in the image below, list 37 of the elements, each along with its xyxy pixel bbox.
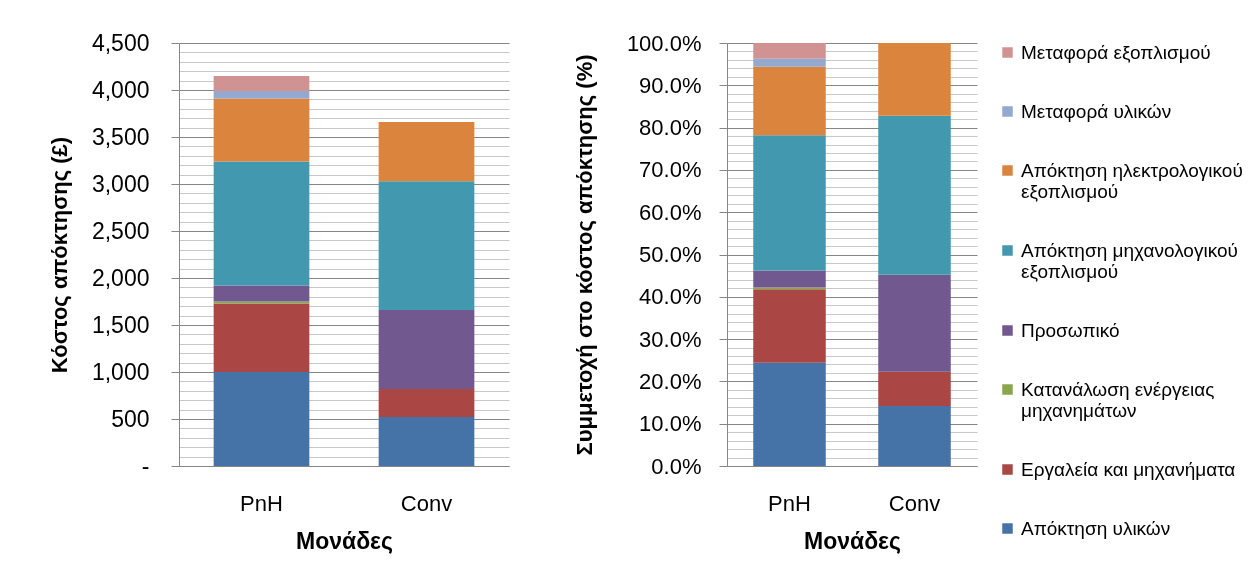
y-tick-label: 0.0% bbox=[651, 453, 702, 479]
y-tick-label: 40.0% bbox=[639, 284, 702, 310]
y-tick-label: 90.0% bbox=[639, 72, 702, 98]
legend-label: Κατανάλωση ενέργειας μηχανημάτων bbox=[1021, 378, 1215, 421]
y-tick-label: 4,500 bbox=[91, 29, 150, 56]
y-tick-label: 60.0% bbox=[639, 199, 702, 225]
y-tick-label: 4,000 bbox=[91, 76, 150, 103]
y-tick-label: 30.0% bbox=[639, 326, 702, 352]
y-tick-label: 100.0% bbox=[626, 30, 702, 56]
x-axis-title: Μονάδες bbox=[296, 527, 394, 554]
legend-label: Απόκτηση μηχανολογικού εξοπλισμού bbox=[1021, 239, 1238, 282]
y-tick-label: 500 bbox=[111, 405, 150, 432]
y-axis-title: Κόστος απόκτησης (£) bbox=[46, 136, 72, 374]
y-tick-label: 1,500 bbox=[91, 311, 150, 338]
y-tick-label: 3,500 bbox=[91, 123, 150, 150]
y-tick-label: 2,000 bbox=[91, 264, 150, 291]
legend-label: Απόκτηση υλικών bbox=[1021, 517, 1171, 539]
legend-label: Απόκτηση ηλεκτρολογικού εξοπλισμού bbox=[1021, 159, 1243, 202]
legend-label: Προσωπικό bbox=[1021, 319, 1120, 341]
y-axis-title: Συμμετοχή στο κόστος απόκτησης (%) bbox=[571, 54, 597, 456]
y-tick-label: 1,000 bbox=[91, 358, 150, 385]
y-tick-label: 80.0% bbox=[639, 115, 702, 141]
y-tick-label: - bbox=[141, 452, 150, 479]
legend-label: Εργαλεία και μηχανήματα bbox=[1021, 458, 1236, 480]
x-tick-label: PnH bbox=[768, 490, 811, 516]
y-tick-label: 20.0% bbox=[639, 368, 702, 394]
x-tick-label: Conv bbox=[400, 490, 453, 516]
y-tick-label: 3,000 bbox=[91, 170, 150, 197]
legend-label: Μεταφορά εξοπλισμού bbox=[1021, 41, 1211, 63]
x-tick-label: Conv bbox=[888, 490, 941, 516]
x-tick-label: PnH bbox=[240, 490, 283, 516]
y-tick-label: 50.0% bbox=[639, 242, 702, 267]
y-tick-label: 70.0% bbox=[639, 157, 702, 183]
x-axis-title: Μονάδες bbox=[804, 527, 902, 554]
legend-label: Μεταφορά υλικών bbox=[1021, 100, 1172, 122]
y-tick-label: 10.0% bbox=[639, 411, 702, 437]
y-tick-label: 2,500 bbox=[91, 217, 150, 244]
